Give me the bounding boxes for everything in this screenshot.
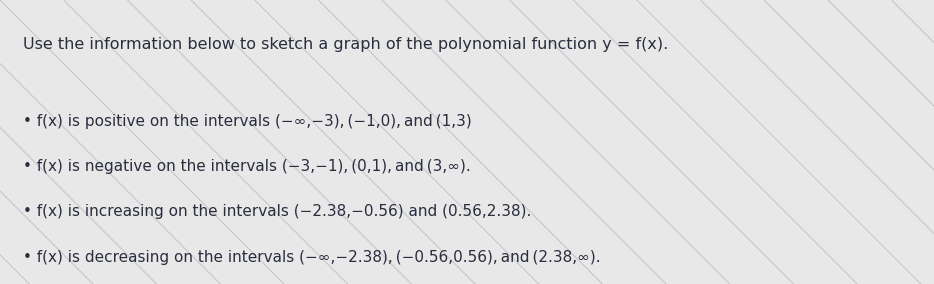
Text: • f(x) is increasing on the intervals (−2.38,−0.56) and (0.56,2.38).: • f(x) is increasing on the intervals (−… [23,204,531,220]
Text: • f(x) is positive on the intervals (−∞,−3), (−1,0), and (1,3): • f(x) is positive on the intervals (−∞,… [23,114,472,129]
Text: • f(x) is decreasing on the intervals (−∞,−2.38), (−0.56,0.56), and (2.38,∞).: • f(x) is decreasing on the intervals (−… [23,250,601,265]
Text: • f(x) is negative on the intervals (−3,−1), (0,1), and (3,∞).: • f(x) is negative on the intervals (−3,… [23,159,471,174]
Text: Use the information below to sketch a graph of the polynomial function y = f(x).: Use the information below to sketch a gr… [23,37,669,52]
